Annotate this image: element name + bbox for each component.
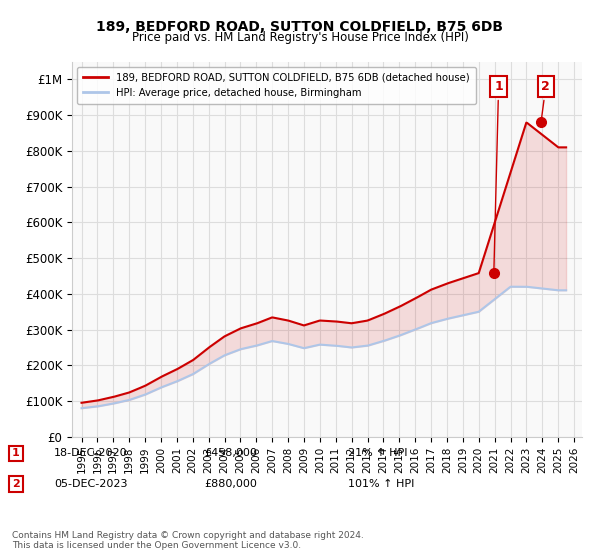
Text: 18-DEC-2020: 18-DEC-2020 (54, 449, 128, 459)
Text: £458,000: £458,000 (204, 449, 257, 459)
Text: 2: 2 (541, 80, 550, 120)
Text: 2: 2 (12, 479, 20, 489)
Text: Price paid vs. HM Land Registry's House Price Index (HPI): Price paid vs. HM Land Registry's House … (131, 31, 469, 44)
Text: 1: 1 (494, 80, 503, 270)
Text: 21% ↑ HPI: 21% ↑ HPI (348, 449, 407, 459)
Text: 1: 1 (12, 449, 20, 459)
Text: £880,000: £880,000 (204, 479, 257, 489)
Text: 101% ↑ HPI: 101% ↑ HPI (348, 479, 415, 489)
Legend: 189, BEDFORD ROAD, SUTTON COLDFIELD, B75 6DB (detached house), HPI: Average pric: 189, BEDFORD ROAD, SUTTON COLDFIELD, B75… (77, 67, 476, 104)
Text: Contains HM Land Registry data © Crown copyright and database right 2024.
This d: Contains HM Land Registry data © Crown c… (12, 530, 364, 550)
Text: 05-DEC-2023: 05-DEC-2023 (54, 479, 128, 489)
Text: 189, BEDFORD ROAD, SUTTON COLDFIELD, B75 6DB: 189, BEDFORD ROAD, SUTTON COLDFIELD, B75… (97, 20, 503, 34)
